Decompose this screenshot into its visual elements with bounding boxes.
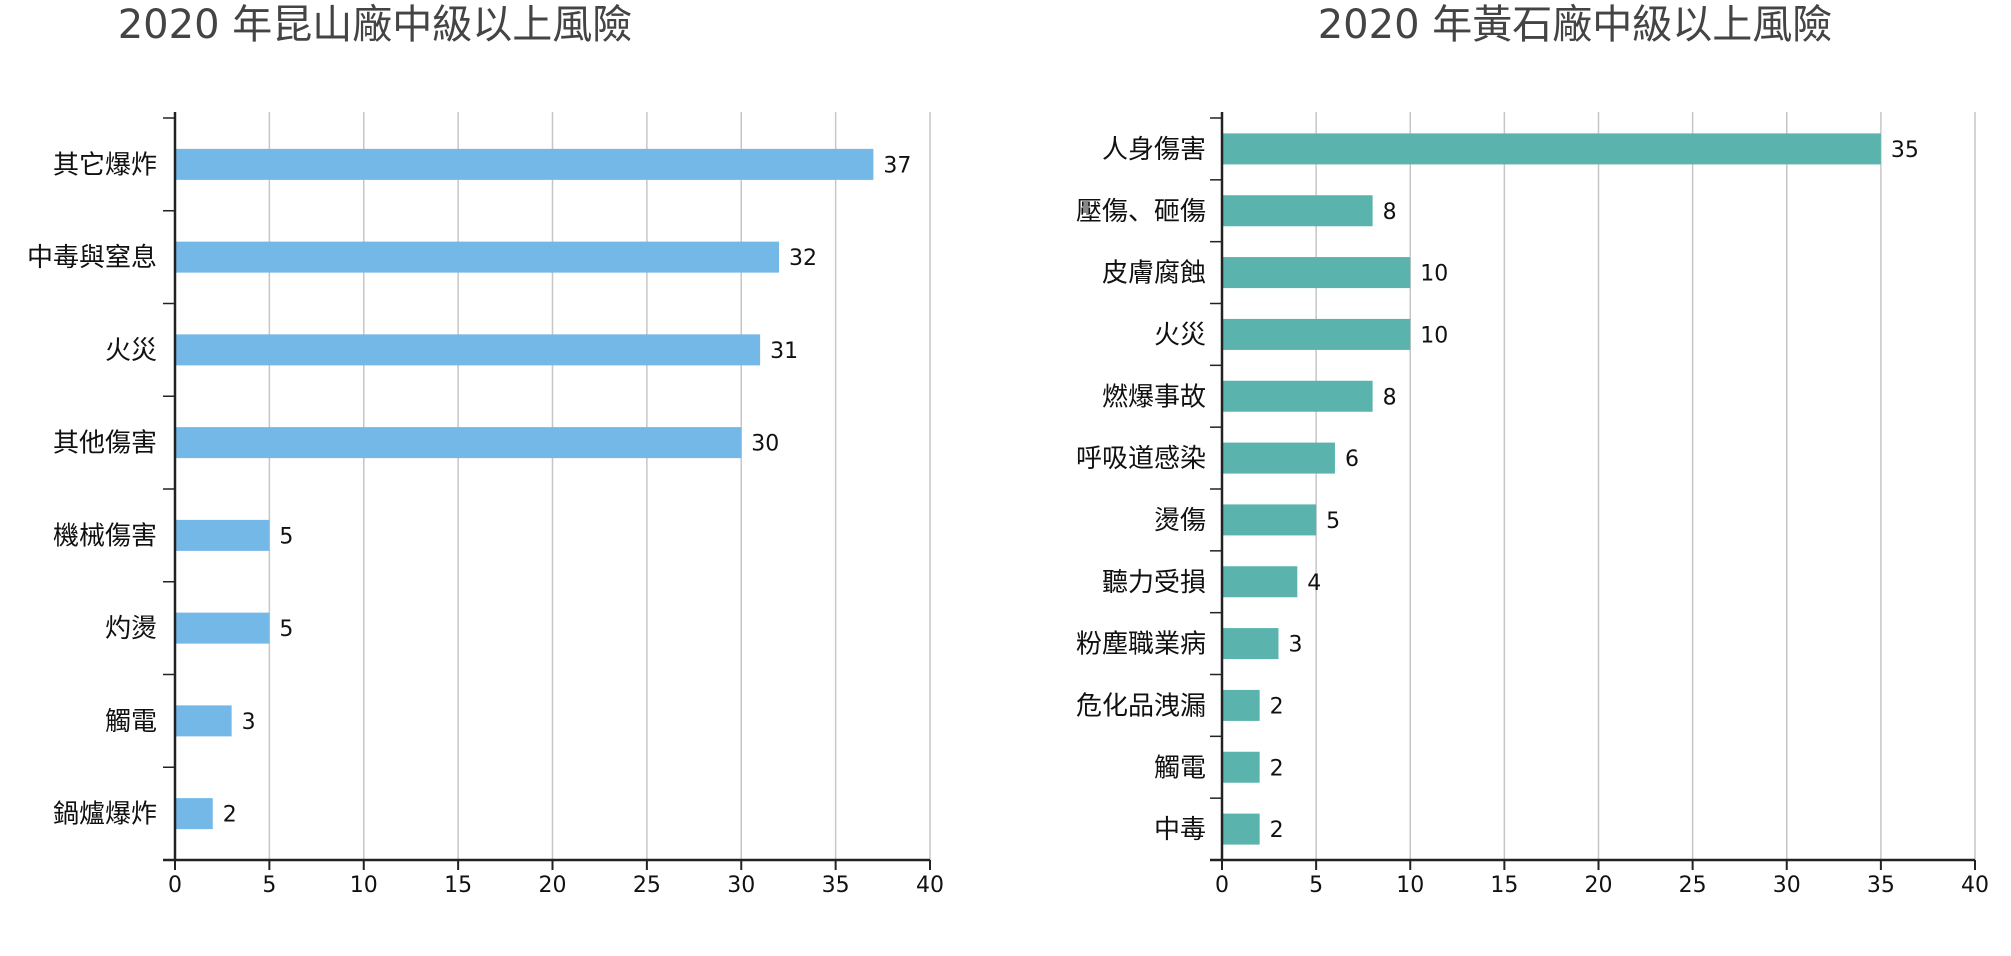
x-tick-label: 20 [1585,873,1613,898]
data-label: 4 [1307,571,1321,596]
data-label: 37 [883,153,911,178]
chart-title: 2020 年昆山廠中級以上風險 [118,2,633,48]
data-label: 2 [1270,756,1284,781]
x-tick-label: 25 [633,873,661,898]
data-label: 6 [1345,447,1359,472]
category-label: 人身傷害 [1102,135,1206,165]
x-tick-label: 40 [916,873,944,898]
category-label: 觸電 [105,707,157,737]
category-label: 皮膚腐蝕 [1102,259,1206,289]
x-tick-label: 25 [1679,873,1707,898]
x-tick-label: 0 [168,873,182,898]
x-tick-label: 15 [444,873,472,898]
bar [1222,566,1298,598]
bar [1222,257,1411,289]
category-label: 火災 [1154,320,1206,350]
x-tick-label: 20 [539,873,567,898]
data-label: 8 [1383,385,1397,410]
category-label: 中毒與窒息 [27,243,157,273]
category-label: 鍋爐爆炸 [53,800,157,830]
category-label: 機械傷害 [53,521,157,551]
bar [175,519,270,551]
chart-title: 2020 年黃石廠中級以上風險 [1318,2,1833,48]
data-label: 5 [279,524,293,549]
bar [175,705,232,737]
category-label: 灼燙 [105,614,157,644]
bar [1222,751,1260,783]
x-tick-label: 15 [1490,873,1518,898]
bar [1222,504,1317,536]
bar [175,427,742,459]
data-label: 3 [1288,633,1302,658]
category-label: 燙傷 [1154,506,1206,536]
data-label: 5 [1326,509,1340,534]
bar [175,798,213,830]
bar [175,148,874,180]
category-label: 聽力受損 [1102,568,1206,598]
data-label: 3 [242,710,256,735]
bar [175,612,270,644]
bar [1222,133,1881,165]
category-label: 中毒 [1154,815,1206,845]
x-tick-label: 5 [262,873,276,898]
category-label: 粉塵職業病 [1076,630,1206,660]
bar [175,334,761,366]
x-tick-label: 5 [1309,873,1323,898]
data-label: 30 [751,432,779,457]
x-tick-label: 10 [350,873,378,898]
x-tick-label: 35 [1867,873,1895,898]
bar [1222,628,1279,660]
category-label: 其他傷害 [53,429,157,459]
data-label: 10 [1420,262,1448,287]
category-label: 壓傷、砸傷 [1076,197,1206,227]
category-label: 觸電 [1154,753,1206,783]
bar [1222,380,1373,412]
bar [1222,318,1411,350]
category-label: 其它爆炸 [53,150,157,180]
data-label: 2 [1270,694,1284,719]
bar [1222,689,1260,721]
data-label: 10 [1420,323,1448,348]
bar [1222,813,1260,845]
data-label: 2 [1270,818,1284,843]
data-label: 8 [1383,200,1397,225]
x-tick-label: 35 [822,873,850,898]
category-label: 燃爆事故 [1102,382,1206,412]
category-label: 危化品洩漏 [1076,691,1206,721]
category-label: 火災 [105,336,157,366]
bar [1222,195,1373,227]
x-tick-label: 10 [1396,873,1424,898]
data-label: 31 [770,339,798,364]
bar [1222,442,1335,474]
x-tick-label: 30 [1773,873,1801,898]
data-label: 5 [279,617,293,642]
data-label: 35 [1891,138,1919,163]
category-label: 呼吸道感染 [1076,444,1206,474]
bar [175,241,779,273]
data-label: 32 [789,246,817,271]
x-tick-label: 30 [727,873,755,898]
x-tick-label: 0 [1215,873,1229,898]
data-label: 2 [223,803,237,828]
x-tick-label: 40 [1961,873,1989,898]
